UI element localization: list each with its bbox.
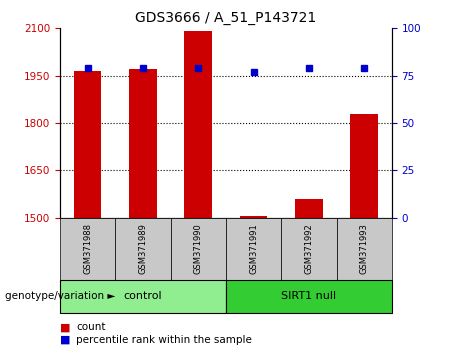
Bar — [74, 71, 101, 218]
Text: GSM371989: GSM371989 — [138, 223, 148, 274]
Text: genotype/variation ►: genotype/variation ► — [5, 291, 115, 302]
Text: ■: ■ — [60, 322, 71, 332]
Text: GSM371990: GSM371990 — [194, 223, 203, 274]
Text: GSM371992: GSM371992 — [304, 223, 313, 274]
Text: ■: ■ — [60, 335, 71, 345]
Text: SIRT1 null: SIRT1 null — [281, 291, 337, 302]
Text: count: count — [76, 322, 106, 332]
Text: control: control — [124, 291, 162, 302]
Bar — [350, 114, 378, 218]
Bar — [184, 32, 212, 218]
Bar — [240, 216, 267, 218]
Text: GSM371991: GSM371991 — [249, 223, 258, 274]
Bar — [295, 199, 323, 218]
Title: GDS3666 / A_51_P143721: GDS3666 / A_51_P143721 — [135, 11, 317, 24]
Text: percentile rank within the sample: percentile rank within the sample — [76, 335, 252, 345]
Text: GSM371993: GSM371993 — [360, 223, 369, 274]
Text: GSM371988: GSM371988 — [83, 223, 92, 274]
Bar — [129, 69, 157, 218]
